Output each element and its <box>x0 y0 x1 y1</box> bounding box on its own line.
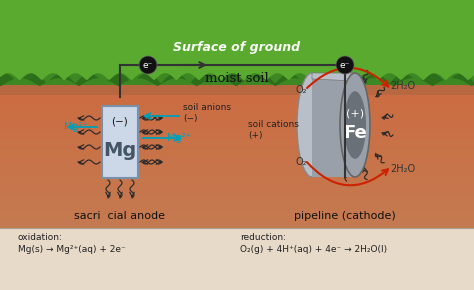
Bar <box>0 86 474 90</box>
Text: Fe: Fe <box>343 124 367 142</box>
Text: 2H₂O: 2H₂O <box>390 164 415 174</box>
Circle shape <box>336 56 354 74</box>
Bar <box>0 158 474 161</box>
Text: Mg: Mg <box>103 140 137 160</box>
Bar <box>0 127 474 130</box>
Bar <box>0 222 474 226</box>
Text: e⁻: e⁻ <box>340 61 350 70</box>
Bar <box>0 124 474 128</box>
Bar <box>0 139 474 142</box>
Bar <box>0 120 474 123</box>
Bar <box>0 182 474 185</box>
Bar <box>0 106 474 109</box>
Text: O₂(g) + 4H⁺(aq) + 4e⁻ → 2H₂O(l): O₂(g) + 4H⁺(aq) + 4e⁻ → 2H₂O(l) <box>240 246 387 255</box>
Bar <box>0 215 474 218</box>
Bar <box>0 208 474 211</box>
Bar <box>0 110 474 114</box>
Bar <box>0 177 474 180</box>
Text: sacri  cial anode: sacri cial anode <box>74 211 165 221</box>
Ellipse shape <box>340 73 370 177</box>
Text: pipeline (cathode): pipeline (cathode) <box>294 211 396 221</box>
Ellipse shape <box>344 91 366 159</box>
Text: Mg(s) → Mg²⁺(aq) + 2e⁻: Mg(s) → Mg²⁺(aq) + 2e⁻ <box>18 246 126 255</box>
Bar <box>0 134 474 137</box>
Bar <box>0 186 474 190</box>
Text: moist soil: moist soil <box>205 72 269 84</box>
Text: Surface of ground: Surface of ground <box>173 41 301 53</box>
Bar <box>0 170 474 173</box>
Bar <box>0 201 474 204</box>
Bar <box>0 136 474 140</box>
Bar <box>0 167 474 171</box>
Bar <box>0 172 474 175</box>
Bar <box>0 117 474 121</box>
Text: soil anions
(−): soil anions (−) <box>183 103 231 124</box>
Bar <box>0 198 474 202</box>
Bar <box>0 206 474 209</box>
Bar <box>0 122 474 126</box>
Text: reduction:: reduction: <box>240 233 286 242</box>
Bar <box>0 79 474 95</box>
Bar <box>0 148 474 152</box>
Text: O₂: O₂ <box>296 157 308 167</box>
Bar <box>0 189 474 192</box>
Bar <box>0 91 474 95</box>
Bar <box>0 101 474 104</box>
Bar <box>0 225 474 228</box>
Text: soil cations
(+): soil cations (+) <box>248 119 299 140</box>
Bar <box>0 0 474 85</box>
Bar <box>0 94 474 97</box>
Text: (+): (+) <box>346 108 364 118</box>
Bar <box>0 153 474 157</box>
Text: Mg²⁺: Mg²⁺ <box>64 122 88 132</box>
Bar <box>0 184 474 187</box>
Circle shape <box>139 56 157 74</box>
Text: 2H₂O: 2H₂O <box>390 81 415 91</box>
Bar <box>0 151 474 154</box>
Bar <box>0 196 474 200</box>
Bar <box>0 96 474 99</box>
Bar <box>0 98 474 102</box>
Polygon shape <box>312 73 355 81</box>
Bar <box>0 113 474 116</box>
Bar <box>0 165 474 168</box>
Bar <box>0 129 474 133</box>
Bar <box>0 160 474 164</box>
Bar <box>0 228 474 290</box>
Bar <box>0 175 474 178</box>
Text: oxidation:: oxidation: <box>18 233 63 242</box>
Bar <box>0 213 474 216</box>
Bar <box>0 210 474 214</box>
Bar <box>102 106 138 178</box>
Bar <box>312 73 355 177</box>
Bar <box>0 203 474 206</box>
Bar <box>0 108 474 111</box>
Bar <box>0 220 474 223</box>
Bar <box>0 103 474 106</box>
Bar <box>0 163 474 166</box>
Bar <box>0 132 474 135</box>
Bar <box>0 155 474 159</box>
Ellipse shape <box>297 73 327 177</box>
Bar <box>0 144 474 147</box>
Text: e⁻: e⁻ <box>143 61 153 70</box>
Text: Mg²⁺: Mg²⁺ <box>167 133 191 143</box>
Text: O₂: O₂ <box>296 85 308 95</box>
Bar <box>0 115 474 118</box>
Bar <box>0 146 474 149</box>
Bar <box>0 179 474 183</box>
Bar <box>0 141 474 145</box>
Bar <box>0 218 474 221</box>
Bar <box>0 89 474 92</box>
Bar <box>0 191 474 195</box>
Bar <box>0 84 474 87</box>
Text: (−): (−) <box>111 117 128 127</box>
Bar <box>0 194 474 197</box>
